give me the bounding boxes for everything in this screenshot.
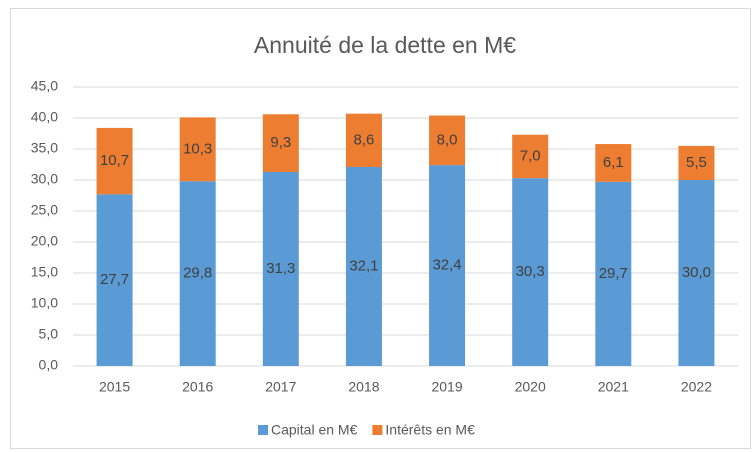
- bar-segment: [429, 115, 466, 166]
- bar-segment: [595, 181, 632, 366]
- value-label: 6,1: [603, 154, 624, 171]
- legend-swatch: [258, 425, 268, 435]
- y-tick-label: 25,0: [31, 202, 58, 218]
- legend-swatch: [372, 425, 383, 435]
- value-label: 7,0: [520, 147, 541, 164]
- bar-segment: [179, 181, 216, 366]
- bar-segment: [96, 194, 133, 366]
- value-label: 31,3: [266, 260, 295, 277]
- y-tick-label: 45,0: [31, 78, 58, 94]
- value-label: 10,7: [100, 152, 129, 169]
- value-label: 32,1: [349, 257, 378, 274]
- y-tick-label: 35,0: [31, 140, 58, 156]
- bar-segment: [429, 165, 466, 366]
- value-label: 29,8: [183, 265, 212, 282]
- bar-segment: [345, 166, 382, 366]
- value-label: 32,4: [432, 257, 461, 274]
- bar-segment: [262, 171, 299, 366]
- y-tick-label: 0,0: [39, 357, 59, 373]
- x-tick-label: 2019: [431, 379, 462, 395]
- y-tick-label: 10,0: [31, 295, 58, 311]
- bar-segment: [179, 117, 216, 182]
- value-label: 27,7: [100, 271, 129, 288]
- x-tick-label: 2018: [348, 379, 379, 395]
- y-tick-label: 30,0: [31, 171, 58, 187]
- bar-segment: [96, 127, 133, 195]
- value-label: 30,0: [682, 264, 711, 281]
- x-tick-label: 2020: [515, 379, 546, 395]
- legend-label: Capital en M€: [271, 422, 358, 438]
- value-label: 8,6: [354, 131, 375, 148]
- x-tick-label: 2015: [99, 379, 130, 395]
- bar-segment: [512, 178, 549, 366]
- legend-label: Intérêts en M€: [385, 422, 475, 438]
- y-tick-label: 15,0: [31, 264, 58, 280]
- bar-segment: [678, 145, 715, 180]
- bar-segment: [678, 180, 715, 366]
- x-tick-label: 2017: [265, 379, 296, 395]
- bar-segment: [345, 113, 382, 167]
- bar-segment: [595, 144, 632, 182]
- value-label: 9,3: [270, 134, 291, 151]
- y-tick-label: 20,0: [31, 233, 58, 249]
- value-label: 8,0: [437, 131, 458, 148]
- x-tick-label: 2016: [182, 379, 213, 395]
- value-label: 30,3: [516, 263, 545, 280]
- value-label: 29,7: [599, 265, 628, 282]
- x-tick-label: 2022: [681, 379, 712, 395]
- bar-segment: [262, 114, 299, 172]
- y-tick-label: 5,0: [39, 326, 59, 342]
- value-label: 10,3: [183, 140, 212, 157]
- bar-segment: [512, 134, 549, 179]
- value-label: 5,5: [686, 154, 707, 171]
- y-tick-label: 40,0: [31, 109, 58, 125]
- x-tick-label: 2021: [598, 379, 629, 395]
- chart-title: Annuité de la dette en M€: [254, 32, 516, 58]
